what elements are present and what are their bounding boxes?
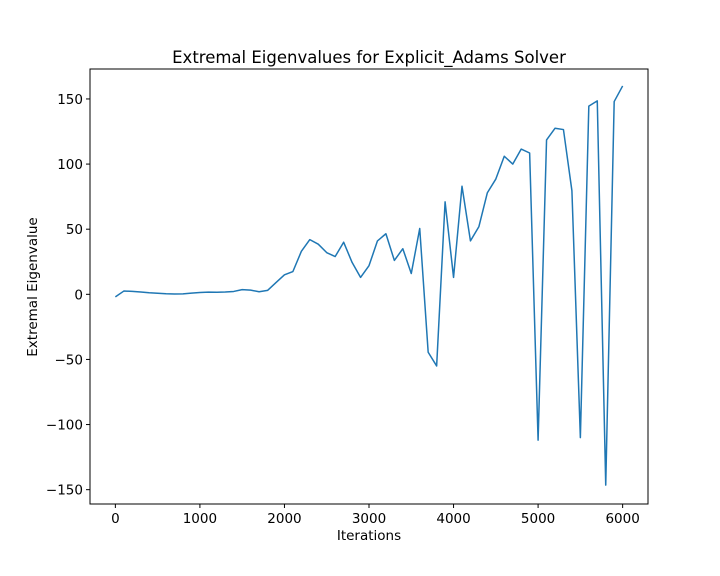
y-axis-label: Extremal Eigenvalue — [25, 217, 41, 356]
y-tick-label: −150 — [46, 483, 83, 499]
plot-area — [114, 85, 624, 486]
x-tick-label: 3000 — [352, 511, 386, 527]
x-axis-ticks: 0 1000 2000 3000 4000 5000 6000 — [111, 504, 640, 527]
x-tick-label: 4000 — [436, 511, 470, 527]
axes-frame — [89, 68, 649, 505]
x-tick-label: 2000 — [267, 511, 301, 527]
y-tick-label: −100 — [46, 418, 83, 434]
y-axis-ticks: 150 100 50 0 −50 −100 −150 — [46, 92, 90, 499]
x-tick-label: 1000 — [183, 511, 217, 527]
y-tick-label: 50 — [66, 222, 83, 238]
x-axis-label: Iterations — [337, 528, 401, 544]
chart-title: Extremal Eigenvalues for Explicit_Adams … — [172, 48, 566, 68]
y-tick-label: 150 — [57, 92, 83, 108]
y-tick-label: 0 — [74, 287, 83, 303]
x-tick-label: 6000 — [605, 511, 639, 527]
series-line-0 — [114, 85, 624, 486]
x-tick-label: 5000 — [521, 511, 555, 527]
x-tick-label: 0 — [111, 511, 120, 527]
y-tick-label: −50 — [55, 352, 84, 368]
y-tick-label: 100 — [57, 157, 83, 173]
